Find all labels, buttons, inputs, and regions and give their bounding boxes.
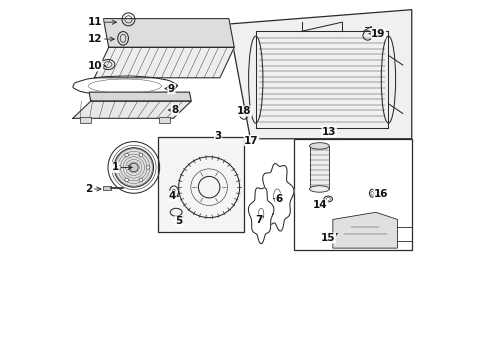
Polygon shape	[89, 92, 191, 101]
Polygon shape	[333, 212, 397, 248]
Circle shape	[114, 148, 153, 187]
Text: 16: 16	[374, 189, 389, 199]
Polygon shape	[95, 47, 234, 78]
Text: 15: 15	[321, 233, 338, 243]
Circle shape	[118, 166, 122, 169]
Circle shape	[147, 166, 150, 169]
Text: 5: 5	[175, 216, 183, 226]
Text: 2: 2	[85, 184, 101, 194]
Text: 10: 10	[88, 61, 106, 71]
Text: 6: 6	[273, 194, 283, 204]
FancyBboxPatch shape	[102, 186, 111, 190]
FancyBboxPatch shape	[310, 146, 329, 189]
Text: 19: 19	[369, 29, 386, 39]
Ellipse shape	[310, 143, 329, 149]
FancyBboxPatch shape	[159, 117, 170, 123]
Text: 7: 7	[255, 215, 263, 225]
Circle shape	[139, 178, 143, 182]
Text: 1: 1	[112, 162, 132, 172]
Polygon shape	[103, 19, 234, 47]
Circle shape	[139, 153, 143, 157]
Circle shape	[125, 178, 128, 182]
Polygon shape	[229, 10, 412, 139]
Circle shape	[125, 153, 128, 157]
Circle shape	[129, 163, 138, 172]
Text: 17: 17	[244, 136, 259, 145]
Text: 9: 9	[165, 84, 175, 94]
Bar	[294, 139, 412, 250]
FancyBboxPatch shape	[80, 117, 91, 123]
Polygon shape	[73, 101, 191, 118]
Text: 13: 13	[322, 127, 337, 136]
Polygon shape	[262, 163, 294, 231]
Text: 4: 4	[169, 191, 178, 201]
Text: 12: 12	[88, 34, 114, 44]
Ellipse shape	[310, 186, 329, 192]
Text: 3: 3	[215, 131, 222, 141]
Text: 14: 14	[313, 200, 328, 210]
Text: 8: 8	[169, 105, 179, 115]
Polygon shape	[73, 76, 177, 96]
Text: 11: 11	[88, 17, 116, 27]
Bar	[158, 137, 245, 232]
Text: 18: 18	[237, 106, 251, 116]
Polygon shape	[248, 188, 274, 244]
